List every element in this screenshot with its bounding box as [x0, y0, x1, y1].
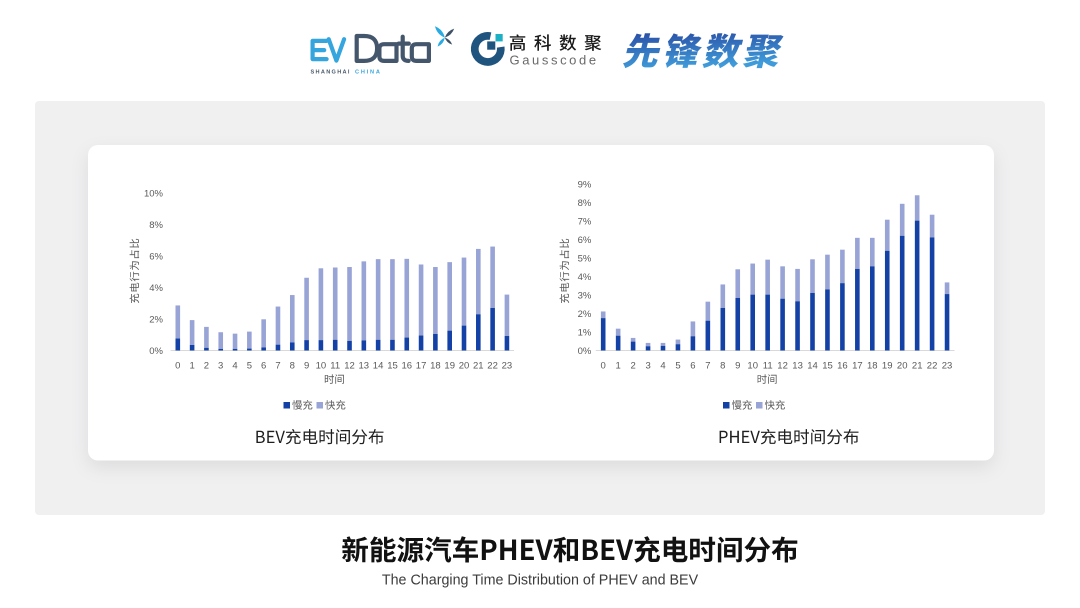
svg-text:18: 18	[867, 361, 878, 372]
svg-text:13: 13	[359, 361, 370, 372]
svg-text:SHANGHAI: SHANGHAI	[311, 70, 351, 76]
svg-text:5: 5	[247, 361, 252, 372]
svg-text:The Charging Time Distribution: The Charging Time Distribution of PHEV a…	[382, 573, 699, 589]
svg-text:1: 1	[616, 361, 621, 372]
svg-text:0%: 0%	[578, 346, 592, 357]
svg-text:17: 17	[416, 361, 427, 372]
svg-text:22: 22	[927, 361, 938, 372]
svg-text:9: 9	[304, 361, 309, 372]
svg-text:11: 11	[763, 361, 773, 372]
svg-text:0: 0	[601, 361, 606, 372]
svg-text:8%: 8%	[149, 220, 163, 231]
svg-text:14: 14	[807, 361, 818, 372]
svg-text:3: 3	[218, 361, 223, 372]
svg-text:7: 7	[275, 361, 280, 372]
svg-text:8: 8	[720, 361, 725, 372]
svg-text:0%: 0%	[149, 346, 163, 357]
svg-text:9: 9	[735, 361, 740, 372]
svg-text:21: 21	[473, 361, 484, 372]
svg-text:7%: 7%	[578, 216, 592, 227]
svg-text:2%: 2%	[578, 309, 592, 320]
svg-text:Gausscode: Gausscode	[510, 53, 599, 68]
svg-text:17: 17	[852, 361, 863, 372]
svg-text:22: 22	[487, 361, 498, 372]
svg-text:4: 4	[660, 361, 665, 372]
svg-text:15: 15	[387, 361, 398, 372]
svg-text:14: 14	[373, 361, 384, 372]
svg-text:18: 18	[430, 361, 441, 372]
svg-text:20: 20	[459, 361, 470, 372]
svg-text:4%: 4%	[578, 272, 592, 283]
svg-text:23: 23	[502, 361, 513, 372]
svg-text:4: 4	[232, 361, 237, 372]
svg-text:13: 13	[792, 361, 803, 372]
svg-text:5%: 5%	[578, 253, 592, 264]
svg-text:6: 6	[261, 361, 266, 372]
svg-text:11: 11	[330, 361, 340, 372]
svg-text:16: 16	[837, 361, 848, 372]
svg-text:2: 2	[204, 361, 209, 372]
svg-text:6%: 6%	[149, 251, 163, 262]
svg-text:1: 1	[189, 361, 194, 372]
svg-text:3: 3	[645, 361, 650, 372]
svg-text:19: 19	[882, 361, 893, 372]
svg-text:23: 23	[942, 361, 953, 372]
svg-text:21: 21	[912, 361, 923, 372]
svg-text:1%: 1%	[578, 327, 592, 338]
svg-text:12: 12	[777, 361, 788, 372]
svg-text:10: 10	[747, 361, 758, 372]
svg-text:2: 2	[630, 361, 635, 372]
svg-text:7: 7	[705, 361, 710, 372]
svg-text:3%: 3%	[578, 290, 592, 301]
svg-text:8: 8	[290, 361, 295, 372]
svg-text:10: 10	[316, 361, 327, 372]
svg-text:0: 0	[175, 361, 180, 372]
svg-text:12: 12	[344, 361, 355, 372]
svg-text:15: 15	[822, 361, 833, 372]
svg-text:CHINA: CHINA	[355, 70, 382, 76]
svg-text:5: 5	[675, 361, 680, 372]
svg-text:9%: 9%	[578, 179, 592, 190]
svg-text:2%: 2%	[149, 314, 163, 325]
svg-text:6%: 6%	[578, 235, 592, 246]
svg-text:19: 19	[444, 361, 455, 372]
svg-text:6: 6	[690, 361, 695, 372]
svg-text:10%: 10%	[144, 188, 164, 199]
svg-text:8%: 8%	[578, 198, 592, 209]
svg-text:4%: 4%	[149, 283, 163, 294]
svg-text:20: 20	[897, 361, 908, 372]
svg-text:16: 16	[402, 361, 413, 372]
